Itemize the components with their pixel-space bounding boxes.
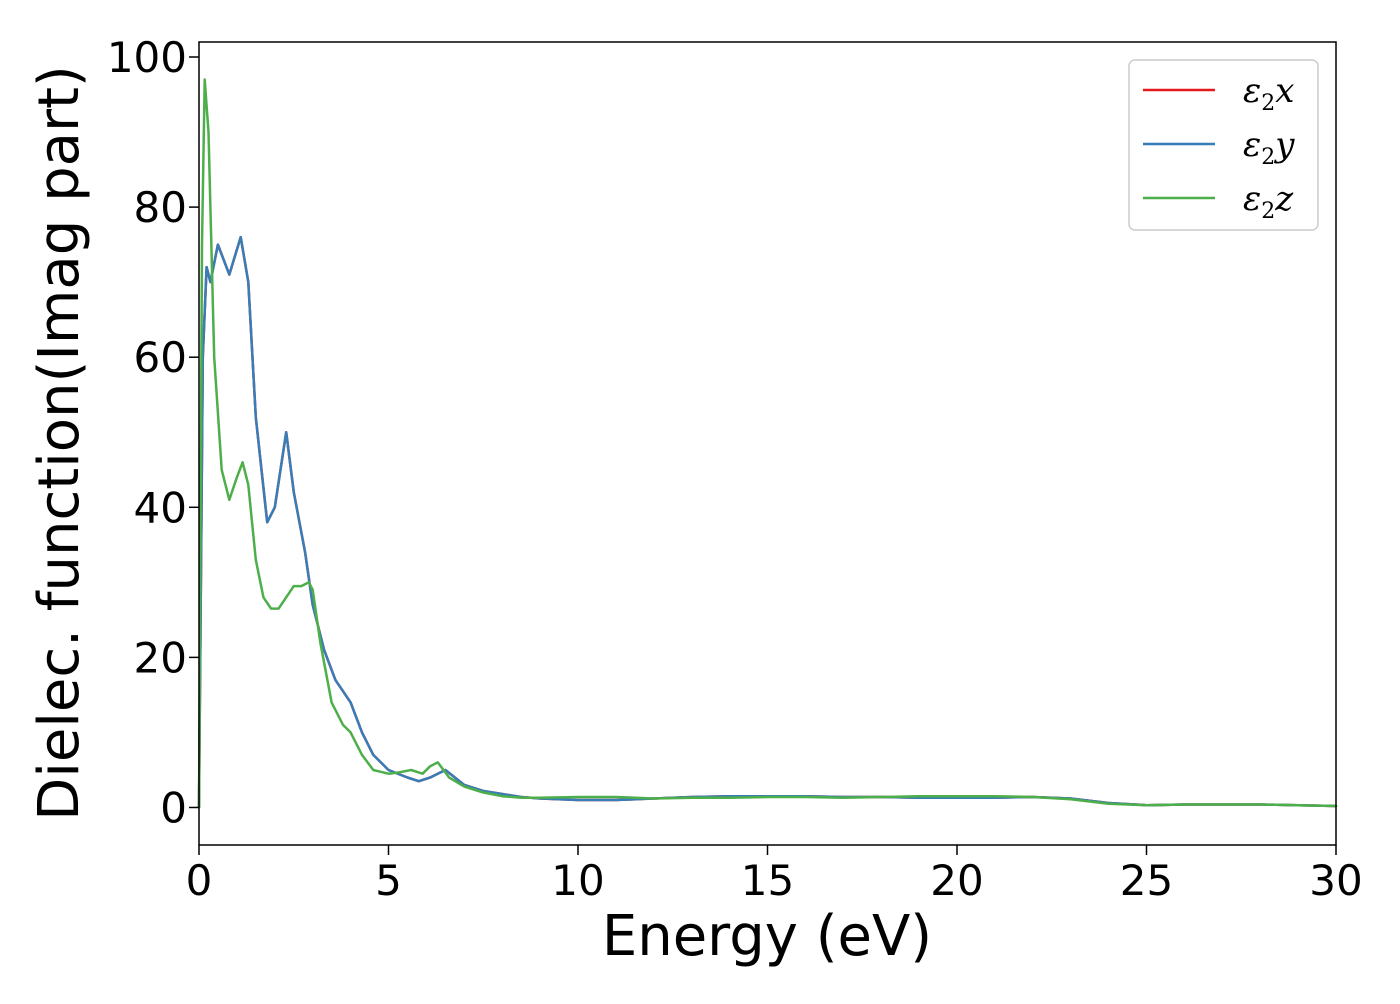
legend: ε2x ε2y ε2z <box>1128 59 1319 231</box>
y-axis-ticks: 0 20 40 60 80 100 <box>107 33 199 832</box>
plot-lines <box>197 78 1338 809</box>
x-axis-ticks: 0 5 10 15 20 25 30 <box>186 845 1363 905</box>
y-axis-title: Dielec. function(Imag part) <box>27 65 92 821</box>
legend-frame <box>1128 59 1319 231</box>
legend-entries: ε2x ε2y ε2z <box>1143 71 1295 224</box>
y-tick-label: 0 <box>160 783 187 832</box>
y-tick-label: 40 <box>134 483 187 532</box>
x-tick-label: 0 <box>186 856 213 905</box>
series-line-y <box>197 235 1338 809</box>
x-tick-label: 25 <box>1120 856 1173 905</box>
legend-label-x: ε2x <box>1243 71 1294 116</box>
legend-label-y: ε2y <box>1243 125 1295 170</box>
y-tick-label: 80 <box>134 183 187 232</box>
x-tick-label: 15 <box>741 856 794 905</box>
series-line-z <box>197 78 1338 809</box>
x-axis-title: Energy (eV) <box>602 904 932 969</box>
y-tick-label: 100 <box>107 33 187 82</box>
x-tick-label: 20 <box>930 856 983 905</box>
x-tick-label: 10 <box>551 856 604 905</box>
x-tick-label: 30 <box>1309 856 1362 905</box>
x-tick-label: 5 <box>375 856 402 905</box>
y-tick-label: 20 <box>134 633 187 682</box>
series-line-x <box>197 235 1338 809</box>
y-tick-label: 60 <box>134 333 187 382</box>
legend-label-z: ε2z <box>1243 179 1294 224</box>
